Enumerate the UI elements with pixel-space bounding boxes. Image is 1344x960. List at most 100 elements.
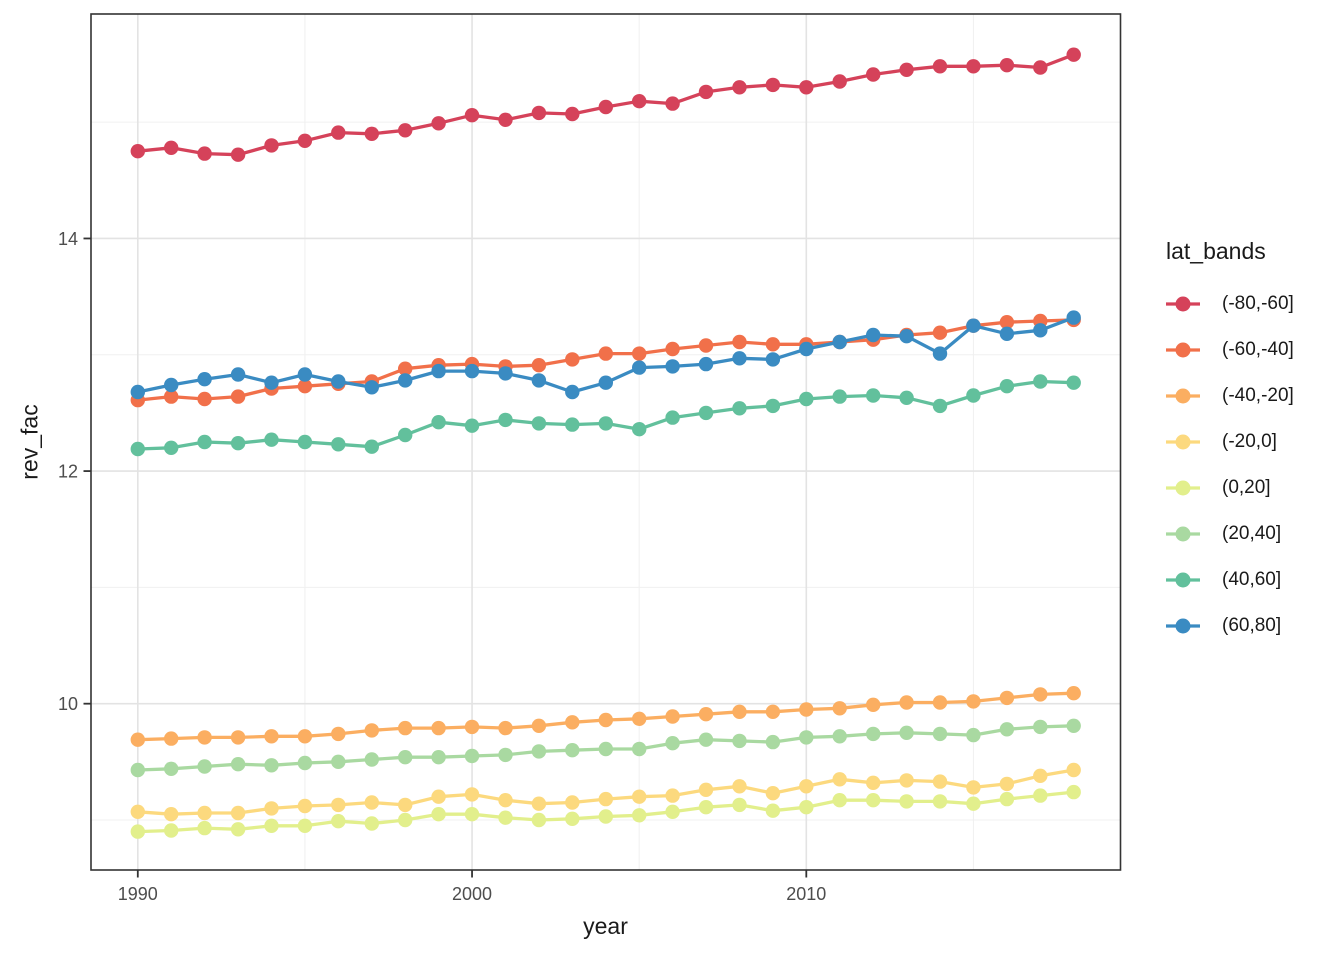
- data-point: [632, 346, 647, 361]
- legend-item: (40,60]: [1166, 557, 1294, 603]
- data-point: [665, 96, 680, 111]
- data-point: [164, 731, 179, 746]
- legend-item: (-40,-20]: [1166, 373, 1294, 419]
- data-point: [364, 126, 379, 141]
- data-point: [364, 439, 379, 454]
- legend-label: (0,20]: [1222, 477, 1271, 498]
- data-point: [364, 795, 379, 810]
- data-point: [632, 711, 647, 726]
- data-point: [765, 803, 781, 818]
- data-point: [130, 824, 145, 839]
- data-point: [899, 329, 914, 344]
- legend: lat_bands (-80,-60] (-60,-40] (-40,-20] (-2…: [1166, 238, 1294, 649]
- data-point: [966, 59, 981, 74]
- data-point: [966, 388, 981, 403]
- data-point: [164, 761, 179, 776]
- data-point: [164, 823, 179, 838]
- data-point: [398, 797, 413, 813]
- legend-item: (60,80]: [1166, 603, 1294, 649]
- data-point: [464, 719, 480, 735]
- data-point: [431, 789, 446, 804]
- data-point: [197, 759, 212, 774]
- data-point: [398, 720, 413, 736]
- data-point: [164, 377, 179, 393]
- data-point: [297, 755, 313, 771]
- data-point: [498, 112, 513, 128]
- data-point: [665, 804, 680, 819]
- data-point: [799, 341, 814, 357]
- data-point: [899, 773, 914, 788]
- data-point: [331, 437, 346, 452]
- data-point: [531, 744, 547, 759]
- data-point: [932, 398, 948, 414]
- data-point: [331, 374, 346, 389]
- data-point: [665, 736, 680, 751]
- data-point: [565, 417, 580, 432]
- legend-label: (-20,0]: [1222, 431, 1277, 452]
- data-point: [464, 418, 480, 433]
- panel-border: [90, 13, 1122, 871]
- data-point: [297, 434, 313, 450]
- data-point: [799, 391, 814, 407]
- data-point: [732, 334, 747, 350]
- data-point: [799, 779, 814, 794]
- data-point: [164, 807, 179, 822]
- legend-title: lat_bands: [1166, 238, 1266, 264]
- data-point: [765, 352, 781, 367]
- data-point: [1066, 375, 1081, 390]
- data-point: [565, 743, 580, 758]
- data-point: [498, 412, 513, 428]
- data-point: [899, 62, 914, 77]
- data-point: [398, 750, 413, 765]
- data-point: [398, 812, 413, 828]
- data-point: [130, 144, 145, 159]
- data-point: [431, 720, 446, 736]
- legend-items: (-80,-60] (-60,-40] (-40,-20] (-20,0] (0,20]…: [1166, 281, 1294, 649]
- legend-key-icon: [1166, 342, 1200, 358]
- data-point: [431, 415, 446, 430]
- data-point: [765, 704, 781, 719]
- legend-item: (20,40]: [1166, 511, 1294, 557]
- data-point: [565, 795, 580, 810]
- data-point: [999, 315, 1015, 330]
- data-point: [565, 384, 580, 400]
- data-point: [632, 741, 647, 757]
- data-point: [832, 334, 847, 350]
- data-point: [999, 57, 1015, 73]
- legend-label: (-60,-40]: [1222, 339, 1294, 360]
- data-point: [966, 727, 981, 743]
- data-point: [665, 341, 680, 357]
- x-axis-title: year: [583, 913, 628, 939]
- data-point: [130, 762, 145, 778]
- data-point: [866, 327, 881, 343]
- data-point: [398, 123, 413, 138]
- data-point: [832, 701, 847, 716]
- data-point: [331, 726, 346, 742]
- data-point: [732, 80, 747, 95]
- legend-key-icon: [1166, 388, 1200, 404]
- data-point: [698, 782, 714, 797]
- x-tick-label: 2000: [452, 884, 492, 904]
- data-point: [765, 398, 781, 414]
- data-point: [531, 373, 547, 388]
- data-point: [297, 729, 313, 744]
- data-point: [665, 410, 680, 425]
- data-point: [999, 776, 1015, 792]
- data-point: [698, 338, 714, 353]
- data-point: [1033, 768, 1048, 783]
- data-point: [1033, 687, 1048, 702]
- data-point: [1066, 762, 1081, 778]
- data-point: [1066, 47, 1081, 62]
- y-tick-label: 14: [58, 229, 78, 249]
- data-point: [832, 729, 847, 744]
- data-point: [999, 379, 1015, 394]
- y-axis-title: rev_fac: [16, 404, 43, 480]
- data-point: [932, 695, 948, 710]
- data-point: [130, 732, 145, 747]
- data-point: [765, 337, 781, 352]
- data-point: [130, 804, 145, 819]
- data-point: [398, 427, 413, 443]
- legend-item: (0,20]: [1166, 465, 1294, 511]
- data-point: [1033, 323, 1048, 338]
